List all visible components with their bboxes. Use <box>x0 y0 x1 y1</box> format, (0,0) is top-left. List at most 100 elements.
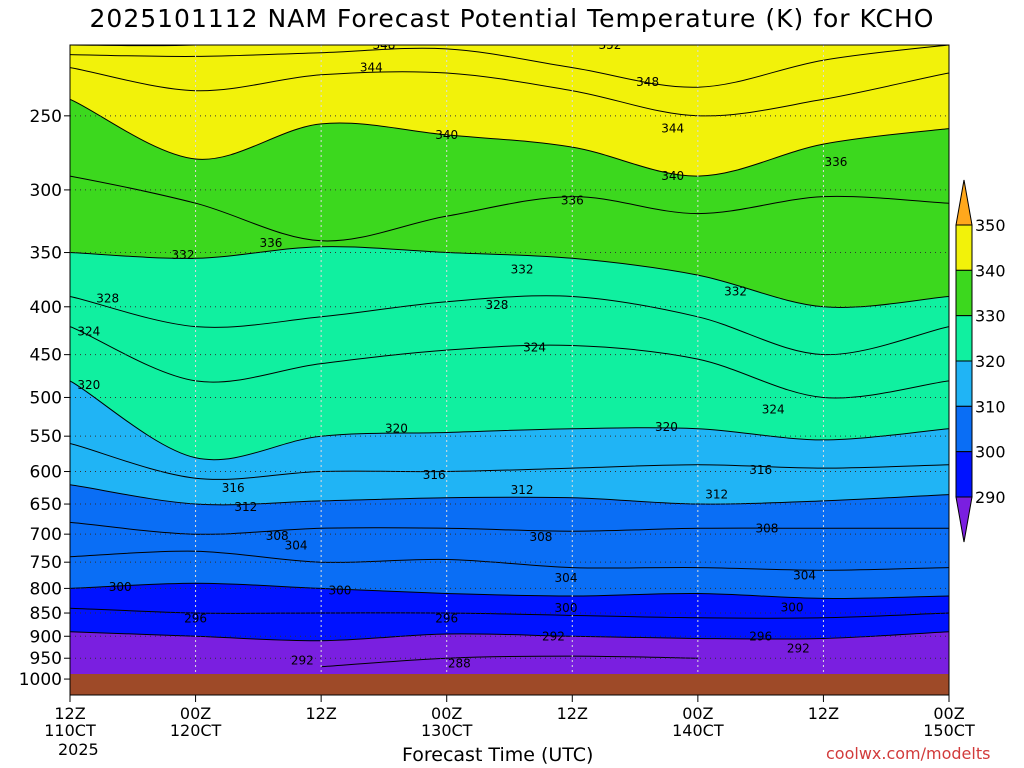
y-tick-label: 850 <box>30 604 62 624</box>
contour-label: 316 <box>222 481 245 495</box>
contour-label: 312 <box>234 500 257 514</box>
contour-label: 340 <box>661 169 684 183</box>
isentrope-320 <box>70 380 949 461</box>
colorbar-label: 300 <box>975 443 1006 462</box>
isentrope-300 <box>70 582 949 599</box>
contour-label: 292 <box>787 642 810 656</box>
contour-label: 300 <box>781 600 804 614</box>
contour-label: 308 <box>755 521 778 535</box>
contour-label: 344 <box>360 61 383 75</box>
contour-label: 300 <box>555 601 578 615</box>
contour-label: 288 <box>448 656 471 670</box>
contour-label: 316 <box>749 463 772 477</box>
contour-label: 320 <box>77 378 100 392</box>
colorbar-band <box>955 360 973 407</box>
colorbar-label: 310 <box>975 397 1006 416</box>
colorbar-label: 350 <box>975 216 1006 235</box>
x-tick-date-label: 110CT <box>44 721 96 740</box>
contour-label: 348 <box>372 38 395 52</box>
contour-label: 292 <box>542 629 565 643</box>
y-tick-label: 350 <box>30 244 62 264</box>
isentrope-296 <box>70 607 949 619</box>
isentrope-304 <box>70 550 949 571</box>
x-tick-date-label: 130CT <box>421 721 473 740</box>
isentrope-308 <box>70 521 949 535</box>
isentrope-316 <box>70 442 949 480</box>
y-tick-label: 950 <box>30 649 62 669</box>
contour-label: 336 <box>561 194 584 208</box>
contour-label: 296 <box>435 612 458 626</box>
y-tick-label: 600 <box>30 463 62 483</box>
colorbar-arrow-bottom <box>955 496 973 543</box>
isentrope-288 <box>321 655 698 668</box>
isentrope-344 <box>70 67 949 117</box>
contour-label: 340 <box>435 128 458 142</box>
x-tick-hour-label: 00Z <box>431 704 462 723</box>
contour-label: 348 <box>636 75 659 89</box>
contour-label: 324 <box>77 324 100 338</box>
x-axis-year: 2025 <box>58 740 99 759</box>
filled-contours <box>70 45 949 695</box>
contour-label: 308 <box>266 529 289 543</box>
x-tick-hour-label: 12Z <box>557 704 588 723</box>
isentrope-332 <box>70 246 949 308</box>
x-tick-hour-label: 12Z <box>54 704 85 723</box>
contour-label: 332 <box>724 284 747 298</box>
grid-lines <box>70 45 949 695</box>
y-tick-label: 900 <box>30 627 62 647</box>
contour-label: 300 <box>329 583 352 597</box>
colorbar-label: 340 <box>975 261 1006 280</box>
y-tick-label: 400 <box>30 298 62 318</box>
y-axis: 250 300 350 400 450 500 550 600 650 700 750 800 850 9… <box>19 107 70 690</box>
x-tick-date-label: 140CT <box>672 721 724 740</box>
contour-label: 332 <box>172 248 195 262</box>
x-tick-hour-label: 12Z <box>305 704 336 723</box>
contour-label: 308 <box>529 530 552 544</box>
contour-label: 328 <box>485 298 508 312</box>
contour-label: 304 <box>285 539 308 553</box>
contour-label: 328 <box>96 292 119 306</box>
y-tick-label: 750 <box>30 553 62 573</box>
colorbar-band <box>955 405 973 453</box>
x-tick-date-label: 150CT <box>923 721 975 740</box>
y-tick-label: 500 <box>30 388 62 408</box>
contour-label: 304 <box>555 571 578 585</box>
credit-link[interactable]: coolwx.com/modelts <box>826 744 991 763</box>
x-axis-title: Forecast Time (UTC) <box>402 744 594 766</box>
y-tick-label: 300 <box>30 181 62 201</box>
contour-label: 344 <box>661 122 684 136</box>
isentrope-348 <box>70 45 949 88</box>
colorbar-band <box>955 451 973 498</box>
contour-label: 336 <box>825 155 848 169</box>
x-tick-date-label: 120CT <box>170 721 222 740</box>
y-tick-label: 650 <box>30 495 62 515</box>
colorbar-arrow-top <box>955 179 973 226</box>
band-348 <box>70 45 949 88</box>
y-tick-label: 450 <box>30 346 62 366</box>
isentrope-352 <box>70 45 207 47</box>
contour-label: 320 <box>385 422 408 436</box>
isentrope-336 <box>70 175 949 242</box>
contour-label: 320 <box>655 420 678 434</box>
y-tick-label: 1000 <box>19 670 62 690</box>
contour-label: 300 <box>109 580 132 594</box>
y-tick-label: 800 <box>30 579 62 599</box>
y-tick-label: 700 <box>30 525 62 545</box>
isentrope-328 <box>70 295 949 356</box>
contour-label: 292 <box>291 653 314 667</box>
contour-label: 324 <box>523 340 546 354</box>
contour-label: 296 <box>184 612 207 626</box>
contour-label: 312 <box>511 483 534 497</box>
band-352 <box>70 45 196 46</box>
x-tick-hour-label: 00Z <box>933 704 964 723</box>
chart-title: 2025101112 NAM Forecast Potential Temper… <box>89 4 935 33</box>
isentrope-292 <box>70 631 949 642</box>
y-tick-label: 250 <box>30 107 62 127</box>
colorbar-band <box>955 269 973 317</box>
contour-label: 336 <box>259 236 282 250</box>
isentrope-324 <box>70 326 949 399</box>
x-tick-hour-label: 00Z <box>682 704 713 723</box>
contour-label: 324 <box>762 402 785 416</box>
